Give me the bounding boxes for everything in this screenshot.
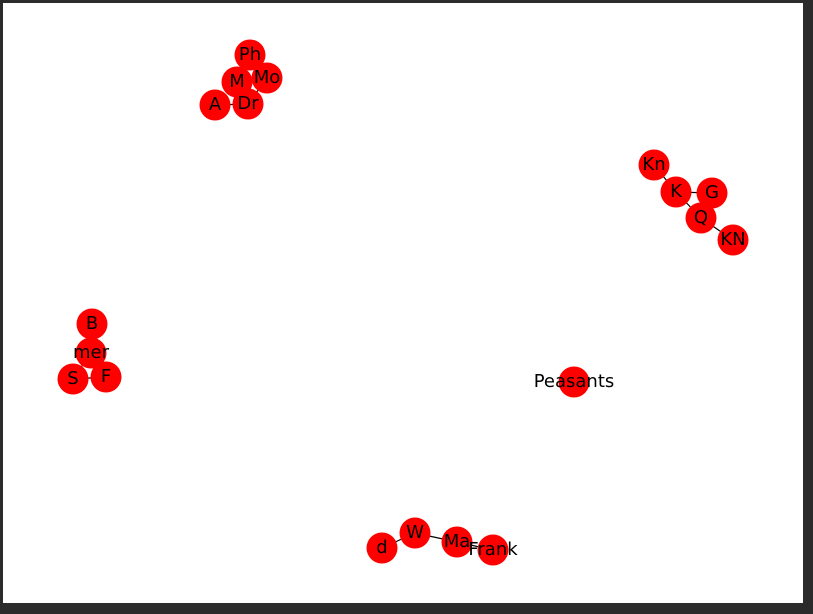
- node-label-Ma: Ma: [444, 531, 471, 552]
- node-label-Peasants: Peasants: [534, 371, 615, 392]
- node-label-Ph: Ph: [239, 44, 261, 65]
- node-label-A: A: [209, 94, 222, 115]
- node-S: [57, 363, 89, 395]
- window-border: [803, 0, 813, 614]
- node-B: [76, 308, 108, 340]
- node-label-G: G: [705, 182, 719, 203]
- node-Kn: [638, 149, 670, 181]
- node-mer: [75, 337, 107, 369]
- node-Peasants: [558, 366, 590, 398]
- edges-layer: [72, 54, 734, 551]
- node-label-Kn: Kn: [642, 154, 665, 175]
- node-label-S: S: [67, 368, 78, 389]
- node-label-W: W: [406, 522, 424, 543]
- node-d: [366, 532, 398, 564]
- node-A: [199, 89, 231, 121]
- node-label-B: B: [86, 313, 98, 334]
- node-label-F: F: [101, 366, 111, 387]
- nodes-layer: [57, 39, 749, 566]
- node-label-d: d: [376, 537, 387, 558]
- node-Ph: [234, 39, 266, 71]
- node-label-mer: mer: [73, 342, 110, 363]
- node-label-KN: KN: [720, 229, 745, 250]
- node-Ma: [441, 526, 473, 558]
- node-G: [696, 177, 728, 209]
- node-label-Q: Q: [694, 207, 708, 228]
- node-label-Frank: Frank: [468, 539, 518, 560]
- node-Q: [685, 202, 717, 234]
- node-KN: [717, 224, 749, 256]
- node-label-Mo: Mo: [254, 67, 281, 88]
- node-Frank: [477, 534, 509, 566]
- node-Mo: [251, 62, 283, 94]
- node-label-Dr: Dr: [237, 93, 259, 114]
- node-W: [399, 517, 431, 549]
- node-label-K: K: [670, 181, 683, 202]
- node-Dr: [232, 88, 264, 120]
- node-K: [660, 176, 692, 208]
- node-label-M: M: [229, 71, 245, 92]
- node-F: [90, 361, 122, 393]
